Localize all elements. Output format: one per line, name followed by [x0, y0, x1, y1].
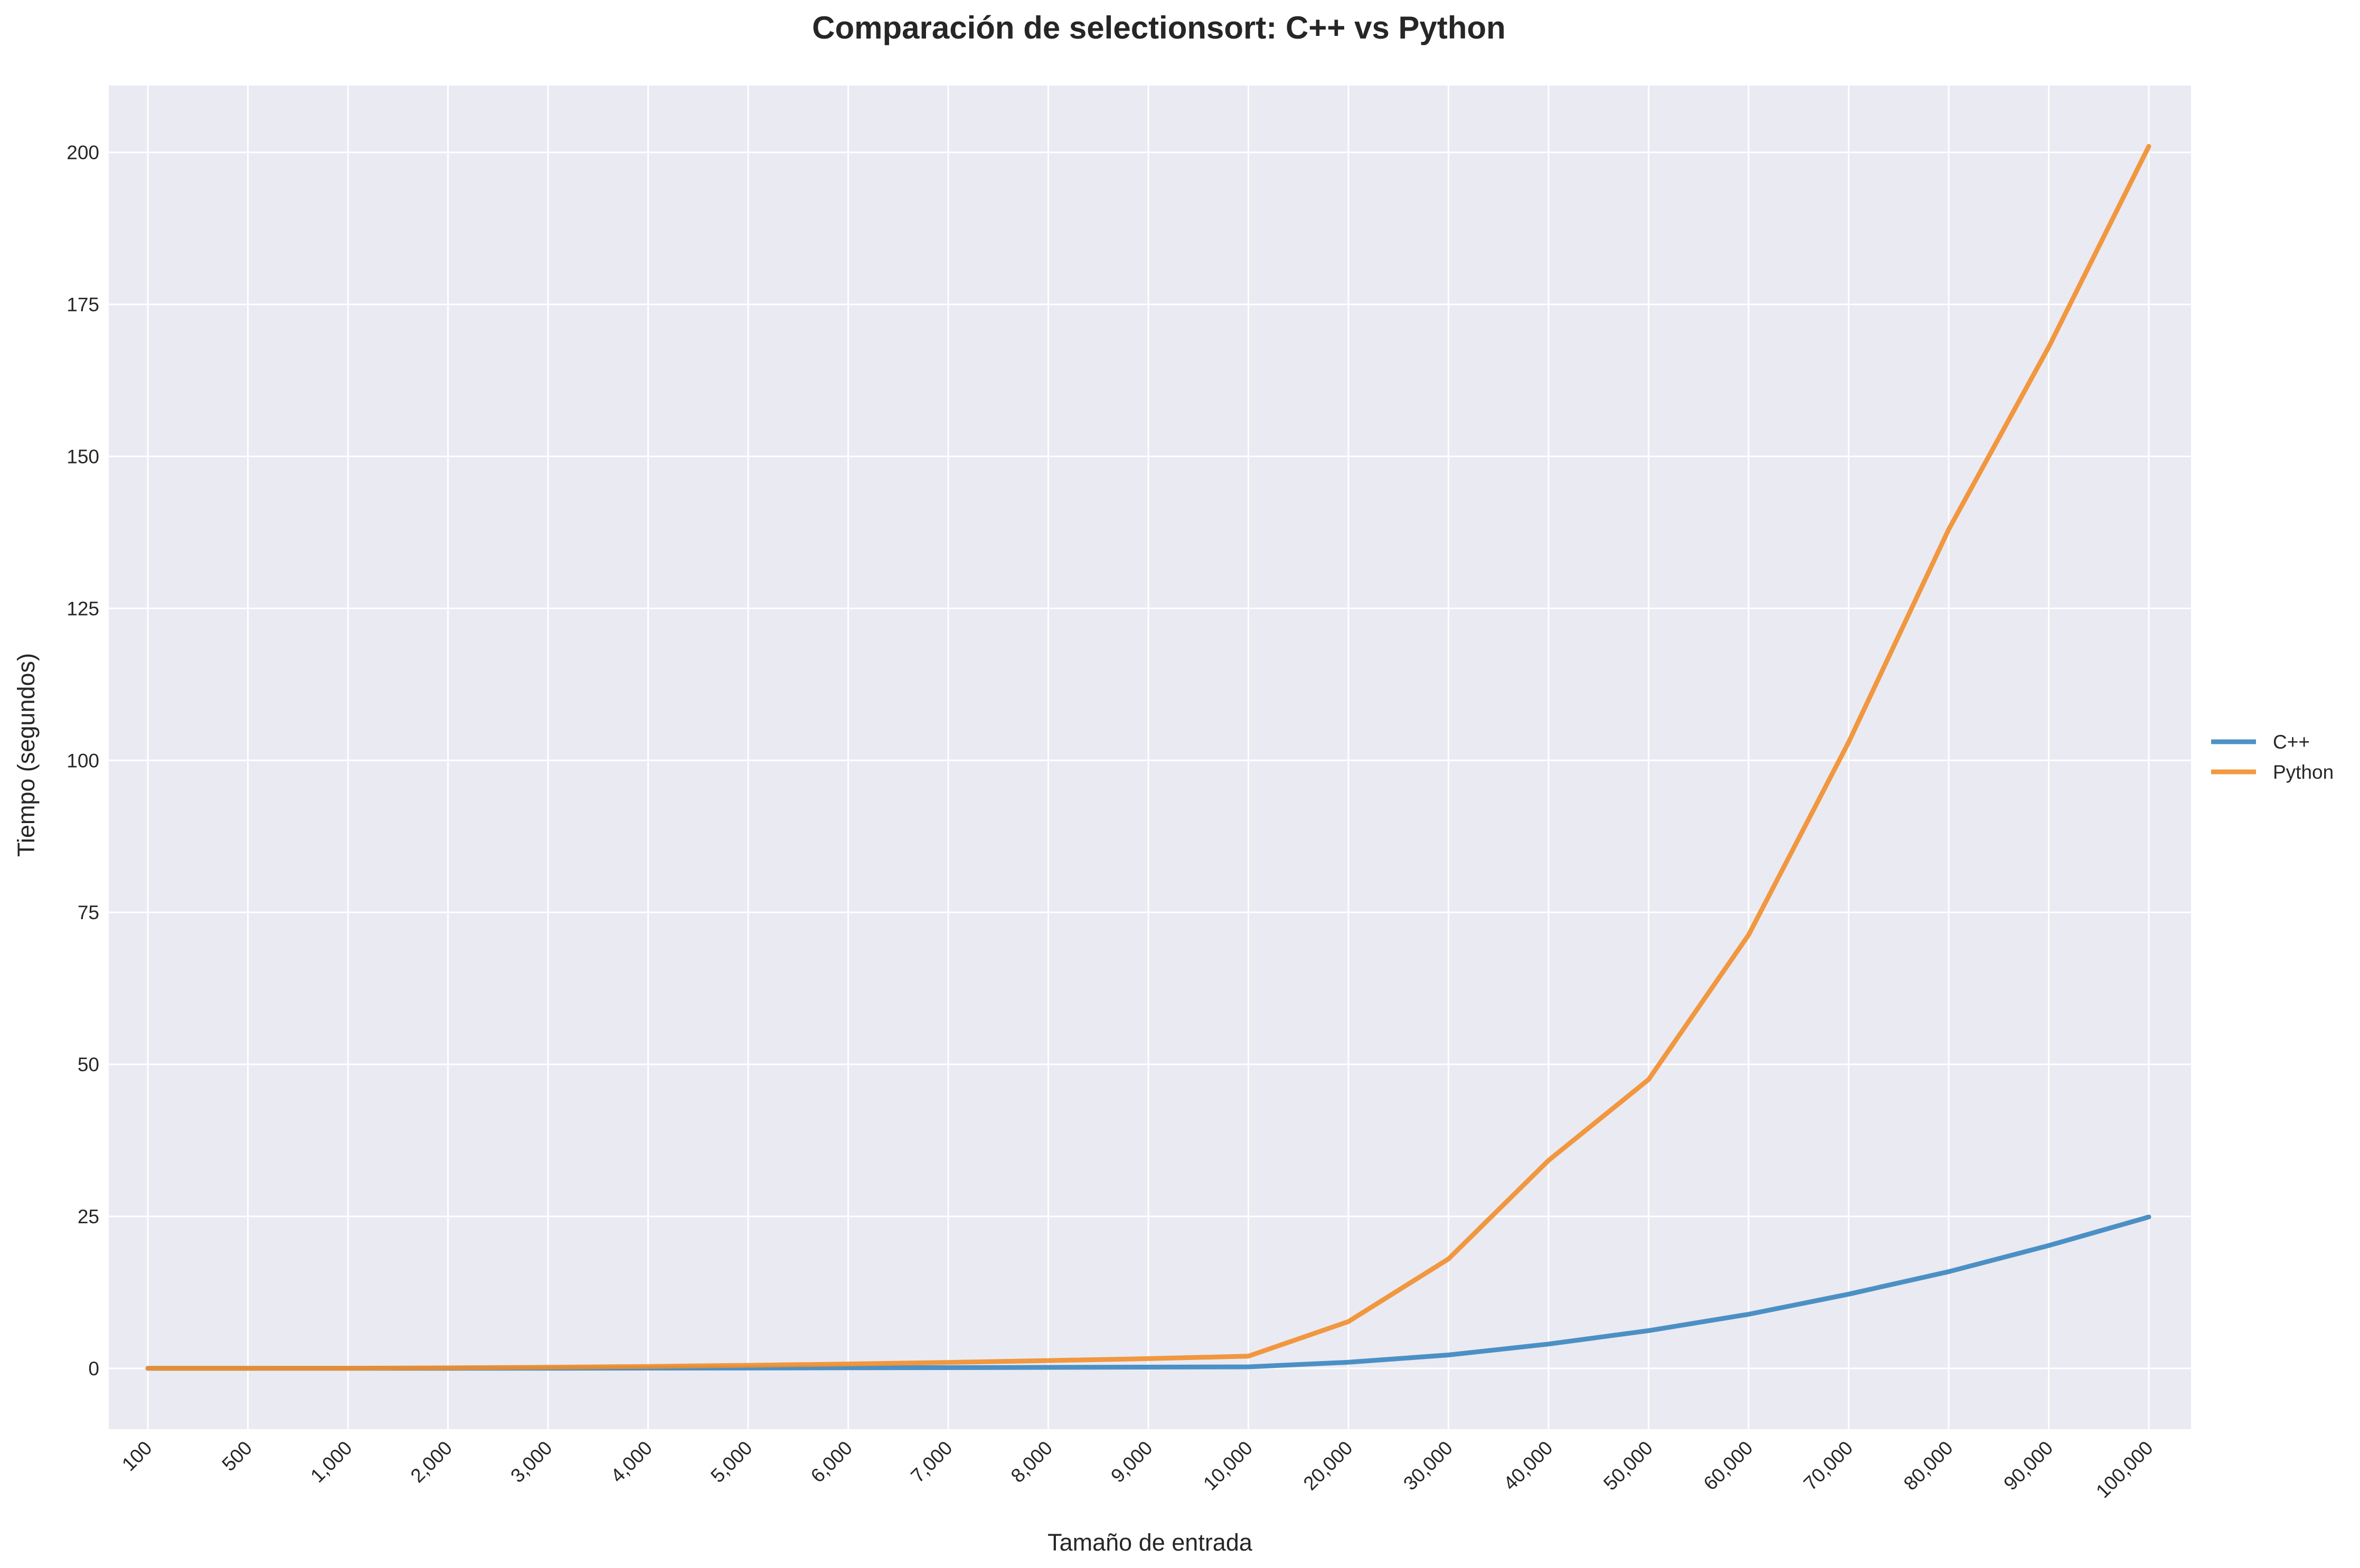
plot-area — [109, 86, 2191, 1429]
y-tick-label: 0 — [88, 1358, 99, 1380]
y-tick-label: 25 — [78, 1206, 99, 1227]
series-lines — [145, 144, 2151, 1371]
y-tick-labels: 0 25 50 75 100 125 150 175 200 — [67, 142, 99, 1380]
legend-label: C++ — [2273, 731, 2310, 753]
legend-label: Python — [2273, 761, 2334, 783]
y-tick-label: 150 — [67, 446, 99, 467]
y-tick-label: 125 — [67, 598, 99, 619]
y-tick-label: 200 — [67, 142, 99, 164]
y-tick-label: 175 — [67, 294, 99, 316]
y-tick-label: 100 — [67, 750, 99, 771]
chart-title: Comparación de selectionsort: C++ vs Pyt… — [812, 10, 1506, 45]
series-line-python — [145, 144, 2151, 1371]
y-tick-label: 75 — [78, 902, 99, 923]
y-tick-label: 50 — [78, 1054, 99, 1075]
y-axis-label: Tiempo (segundos) — [13, 653, 40, 857]
legend: C++ Python — [2211, 731, 2334, 783]
x-axis-label: Tamaño de entrada — [1047, 1529, 1253, 1556]
